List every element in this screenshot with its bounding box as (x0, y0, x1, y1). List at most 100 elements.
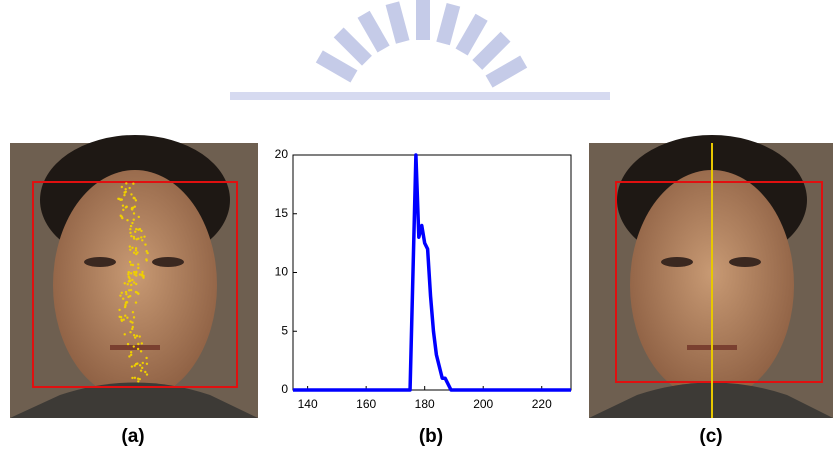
point (119, 198, 122, 202)
point (131, 221, 134, 225)
point (128, 279, 132, 283)
point (129, 350, 133, 354)
point (136, 347, 140, 351)
point (120, 319, 124, 322)
symmetry-points (117, 182, 149, 383)
point (130, 207, 134, 211)
point (132, 182, 135, 185)
point (128, 294, 132, 298)
point (131, 278, 134, 282)
point (122, 297, 125, 300)
point (129, 353, 133, 357)
point (129, 330, 132, 334)
point (120, 291, 123, 294)
point (124, 303, 127, 307)
point (145, 250, 148, 253)
point (138, 273, 142, 276)
point (141, 361, 144, 365)
y-tick-label: 5 (281, 323, 288, 337)
point (140, 236, 143, 239)
point (137, 380, 140, 383)
point (130, 283, 133, 287)
point (131, 263, 135, 267)
point (132, 316, 136, 319)
x-tick-label: 220 (532, 397, 552, 411)
point (124, 206, 128, 209)
point (120, 185, 124, 189)
point (138, 335, 141, 338)
point (141, 273, 144, 276)
point (118, 308, 121, 312)
point (132, 218, 135, 221)
point (127, 273, 130, 276)
data-line (293, 153, 571, 392)
point (123, 305, 127, 309)
point (132, 237, 136, 240)
point (131, 246, 134, 249)
point (133, 364, 136, 367)
point (128, 355, 131, 358)
point (137, 292, 140, 295)
point (119, 214, 122, 217)
point (131, 327, 134, 331)
point (132, 334, 136, 337)
watermark (230, 0, 610, 100)
point (145, 356, 148, 360)
chart: 140 160 180 200 220 0 5 10 15 20 (275, 147, 572, 411)
point (129, 224, 133, 228)
point (136, 251, 139, 254)
point (128, 186, 131, 190)
point (129, 248, 132, 251)
point (132, 212, 136, 215)
y-tick-label: 20 (275, 147, 289, 161)
point (129, 320, 132, 323)
point (129, 231, 132, 235)
point (126, 342, 130, 346)
point (137, 263, 140, 266)
point (133, 336, 137, 339)
point (138, 364, 142, 367)
point (135, 282, 138, 286)
point (140, 342, 144, 345)
x-tick-label: 140 (298, 397, 318, 411)
point (142, 274, 145, 278)
point (138, 377, 141, 381)
caption: (a) (121, 426, 144, 447)
point (141, 270, 144, 274)
point (125, 292, 128, 296)
point (126, 218, 129, 222)
point (141, 239, 144, 242)
point (134, 249, 138, 252)
point (134, 247, 138, 250)
point (127, 289, 131, 292)
point (145, 362, 149, 366)
point (139, 369, 143, 372)
point (145, 373, 149, 376)
point (137, 342, 140, 346)
point (135, 274, 138, 277)
x-tick-label: 180 (415, 397, 435, 411)
caption: (b) (419, 426, 443, 447)
point (140, 229, 143, 233)
y-tick-label: 10 (275, 265, 289, 279)
point (133, 273, 136, 276)
point (126, 283, 129, 286)
x-tick-label: 160 (356, 397, 376, 411)
point (123, 333, 126, 336)
point (130, 193, 133, 196)
point (137, 237, 140, 240)
point (135, 270, 138, 274)
point (121, 204, 125, 207)
point (127, 275, 130, 279)
point (141, 366, 144, 370)
point (132, 281, 136, 284)
point (130, 365, 134, 368)
point (119, 294, 122, 297)
point (132, 345, 135, 348)
point (122, 208, 125, 212)
point (127, 271, 130, 274)
point (131, 311, 135, 314)
point (132, 196, 136, 200)
point (129, 272, 133, 275)
